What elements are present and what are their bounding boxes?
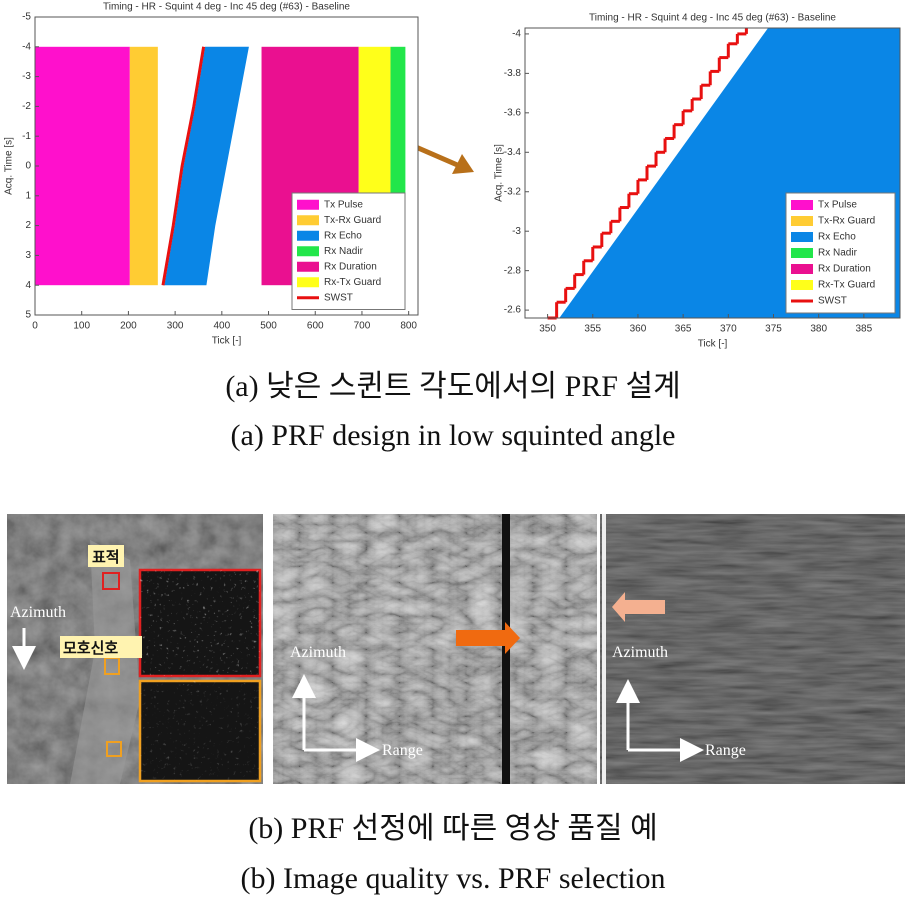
legend-label: Tx Pulse [324, 199, 363, 210]
legend-swatch [297, 199, 319, 210]
x-axis-label: Tick [-] [698, 339, 728, 350]
legend-label: Tx Pulse [818, 200, 857, 211]
sar-image-3: Azimuth Range [600, 514, 905, 784]
legend-label: SWST [818, 296, 847, 307]
caption: (b) Image quality vs. PRF selection [241, 862, 666, 895]
legend-label: Rx Duration [324, 261, 377, 272]
x-tick-label: 200 [120, 321, 137, 332]
caption: (b) PRF 선정에 따른 영상 품질 예 [248, 812, 657, 845]
x-tick-label: 300 [167, 321, 184, 332]
sar-image-2: Azimuth Range [273, 514, 597, 784]
x-tick-label: 400 [213, 321, 230, 332]
y-tick-label: 0 [25, 161, 31, 172]
caption: (a) 낮은 스퀸트 각도에서의 PRF 설계 [225, 370, 680, 403]
legend-label: Tx-Rx Guard [324, 215, 381, 226]
image-label: Azimuth [10, 604, 66, 621]
y-tick-label: -2 [22, 101, 31, 112]
y-tick-label: -4 [512, 29, 521, 40]
image-label: 모호신호 [63, 639, 118, 657]
x-tick-label: 100 [73, 321, 90, 332]
y-tick-label: -3.6 [504, 107, 522, 118]
echo-area [164, 46, 249, 286]
legend-label: SWST [324, 292, 353, 303]
caption: (a) PRF design in low squinted angle [231, 419, 676, 452]
y-tick-label: -3.8 [504, 68, 522, 79]
x-tick-label: 380 [810, 324, 827, 335]
chart: Timing - HR - Squint 4 deg - Inc 45 deg … [4, 2, 419, 347]
legend-swatch [791, 248, 813, 258]
image-label: Azimuth [612, 644, 668, 661]
legend-label: Rx Echo [324, 230, 362, 241]
swst-line [161, 46, 206, 286]
x-tick-label: 350 [539, 324, 556, 335]
y-tick-label: -2.6 [504, 305, 522, 316]
x-tick-label: 700 [354, 321, 371, 332]
chart-title: Timing - HR - Squint 4 deg - Inc 45 deg … [103, 2, 350, 13]
legend-swatch [791, 280, 813, 290]
x-axis-label: Tick [-] [212, 336, 242, 347]
legend-swatch [297, 277, 319, 288]
x-tick-label: 0 [32, 321, 38, 332]
image-label: Range [382, 742, 423, 759]
y-axis-label: Acq. Time [s] [4, 137, 15, 195]
y-tick-label: 1 [25, 190, 31, 201]
sar-image-1: 표적 모호신호 Azimuth [7, 514, 263, 784]
y-tick-label: -3.2 [504, 186, 522, 197]
legend-swatch [297, 215, 319, 226]
legend-swatch [791, 216, 813, 226]
image-label: Range [705, 742, 746, 759]
zoom-arrowhead [452, 154, 474, 174]
x-tick-label: 375 [765, 324, 782, 335]
y-tick-label: -3.4 [504, 147, 522, 158]
x-tick-label: 355 [584, 324, 601, 335]
y-tick-label: -3 [512, 226, 521, 237]
legend-label: Rx Echo [818, 232, 856, 243]
legend-swatch [791, 200, 813, 210]
x-tick-label: 365 [675, 324, 692, 335]
y-tick-label: -2.8 [504, 265, 522, 276]
y-tick-label: 4 [25, 280, 31, 291]
chart: Timing - HR - Squint 4 deg - Inc 45 deg … [494, 13, 901, 350]
x-tick-label: 360 [630, 324, 647, 335]
legend-label: Rx Nadir [818, 248, 858, 259]
plot-frame [524, 27, 901, 319]
legend-label: Rx Nadir [324, 246, 364, 257]
y-axis-label: Acq. Time [s] [494, 144, 505, 202]
image-label: Azimuth [290, 644, 346, 661]
legend-swatch [791, 264, 813, 274]
legend-swatch [297, 246, 319, 257]
legend-label: Tx-Rx Guard [818, 216, 875, 227]
y-tick-label: 2 [25, 220, 31, 231]
y-tick-label: 5 [25, 310, 31, 321]
x-tick-label: 370 [720, 324, 737, 335]
y-tick-label: -5 [22, 12, 31, 23]
band [129, 46, 158, 286]
legend-swatch [297, 230, 319, 241]
x-tick-label: 600 [307, 321, 324, 332]
y-tick-label: -3 [22, 71, 31, 82]
y-tick-label: 3 [25, 250, 31, 261]
legend-label: Rx Duration [818, 264, 871, 275]
x-tick-label: 800 [400, 321, 417, 332]
chart-title: Timing - HR - Squint 4 deg - Inc 45 deg … [589, 13, 836, 24]
x-tick-label: 500 [260, 321, 277, 332]
y-tick-label: -4 [22, 41, 31, 52]
legend-label: Rx-Tx Guard [818, 280, 875, 291]
y-tick-label: -1 [22, 131, 31, 142]
legend-swatch [297, 261, 319, 272]
image-label: 표적 [92, 548, 120, 566]
legend-label: Rx-Tx Guard [324, 277, 381, 288]
band [35, 46, 130, 286]
x-tick-label: 385 [856, 324, 873, 335]
legend-swatch [791, 232, 813, 242]
